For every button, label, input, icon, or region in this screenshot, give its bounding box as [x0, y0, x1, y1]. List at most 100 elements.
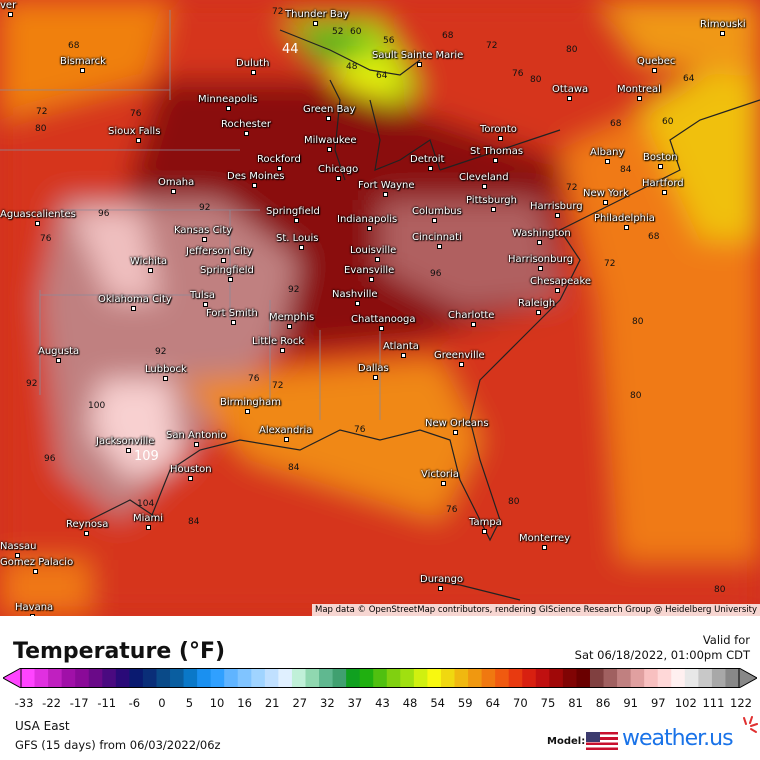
city-marker	[555, 213, 560, 218]
temperature-value: 72	[36, 107, 48, 117]
map-attribution[interactable]: Map data © OpenStreetMap contributors, r…	[312, 604, 760, 616]
city-label: Minneapolis	[198, 94, 258, 105]
city-label: Nashville	[332, 289, 378, 300]
city-marker	[335, 176, 341, 181]
scale-swatch	[589, 668, 605, 688]
temperature-value: 80	[632, 317, 644, 327]
city-label: Little Rock	[252, 336, 305, 347]
city-label: Omaha	[158, 177, 195, 188]
scale-swatch	[278, 668, 293, 688]
city-marker	[326, 147, 332, 152]
city-label: Chicago	[318, 164, 359, 175]
scale-swatch	[48, 668, 63, 688]
coastlines	[89, 29, 760, 601]
scale-max-arrow	[738, 668, 757, 688]
scale-tick-label: 43	[375, 696, 390, 710]
scale-swatch	[413, 668, 428, 688]
city-label: Sioux Falls	[108, 126, 161, 137]
scale-swatch	[142, 668, 157, 688]
scale-tick-label: -22	[42, 696, 61, 710]
scale-tick-label: 32	[320, 696, 335, 710]
city-label: Oklahoma City	[98, 294, 172, 305]
city-label: Houston	[170, 464, 212, 475]
city-label: Des Moines	[227, 171, 285, 182]
temperature-value: 68	[610, 119, 622, 129]
city-marker	[481, 529, 487, 534]
city-label: Duluth	[236, 58, 270, 69]
city-label: Columbus	[412, 206, 462, 217]
scale-swatch	[657, 668, 672, 688]
scale-swatch	[440, 668, 456, 688]
city-marker	[32, 569, 38, 574]
scale-swatch	[454, 668, 469, 688]
scale-tick-label: 102	[674, 696, 697, 710]
city-marker	[193, 442, 199, 447]
scale-tick-label: -11	[97, 696, 117, 710]
city-label: Dallas	[358, 363, 389, 374]
city-marker	[170, 189, 176, 194]
city-marker	[279, 348, 285, 353]
city-label: Miami	[133, 513, 164, 524]
city-label: Washington	[512, 228, 571, 239]
scale-min-arrow	[3, 668, 22, 688]
scale-tick-label: 122	[730, 696, 752, 710]
city-marker	[80, 68, 85, 73]
city-marker	[354, 301, 360, 306]
temperature-value: 72	[272, 381, 284, 391]
city-label: Springfield	[266, 206, 320, 217]
city-label: Milwaukee	[304, 135, 357, 146]
city-marker	[492, 158, 498, 163]
scale-tick-label: 64	[485, 696, 501, 710]
valid-time: Valid for Sat 06/18/2022, 01:00pm CDT	[575, 633, 750, 663]
temperature-value: 80	[508, 497, 520, 507]
scale-swatch	[549, 668, 564, 688]
scale-swatch	[644, 668, 659, 688]
city-label: Gomez Palacio	[0, 557, 74, 568]
model-label: Model:	[547, 736, 586, 747]
city-marker	[202, 302, 208, 307]
temperature-value: 64	[683, 74, 695, 84]
color-scale-bar	[3, 668, 757, 688]
scale-swatch	[671, 668, 686, 688]
scale-swatch	[197, 668, 212, 688]
city-label: St Thomas	[470, 146, 524, 157]
temperature-field	[0, 0, 760, 616]
city-marker	[15, 553, 20, 558]
scale-tick-label: 81	[568, 696, 583, 710]
scale-swatch	[156, 668, 171, 688]
scale-swatch	[291, 668, 306, 688]
city-marker	[378, 326, 384, 331]
city-marker	[555, 288, 560, 293]
scale-swatch	[305, 668, 320, 688]
scale-swatch	[224, 668, 239, 688]
city-label: Louisville	[350, 245, 397, 256]
scale-tick-label: 54	[430, 696, 445, 710]
city-label: Cleveland	[459, 172, 509, 183]
city-marker	[437, 586, 443, 591]
city-marker	[187, 476, 193, 481]
temperature-value: 72	[604, 259, 616, 269]
city-marker	[459, 362, 464, 367]
weather-us-logo[interactable]: weather.us	[622, 726, 734, 751]
city-marker	[298, 245, 304, 250]
city-marker	[491, 207, 496, 212]
city-marker	[417, 62, 422, 67]
scale-tick-label: 59	[457, 696, 473, 710]
scale-tick-label: 0	[158, 696, 166, 710]
scale-swatch	[725, 668, 740, 688]
temperature-map[interactable]: Thunder Bay Duluth Sault Sainte Marie Bisma…	[0, 0, 760, 616]
city-marker	[312, 21, 318, 26]
scale-swatch	[359, 668, 374, 688]
scale-swatch	[481, 668, 496, 688]
scale-swatch	[698, 668, 713, 688]
city-label: Quebec	[637, 56, 676, 67]
temperature-value: 76	[446, 505, 458, 515]
temperature-value: 84	[188, 517, 200, 527]
city-label: Greenville	[434, 350, 485, 361]
temperature-value: 92	[199, 203, 211, 213]
city-marker	[720, 31, 725, 36]
city-marker	[251, 70, 256, 75]
city-marker	[201, 237, 207, 242]
scale-swatch	[61, 668, 76, 688]
city-marker	[162, 376, 168, 381]
